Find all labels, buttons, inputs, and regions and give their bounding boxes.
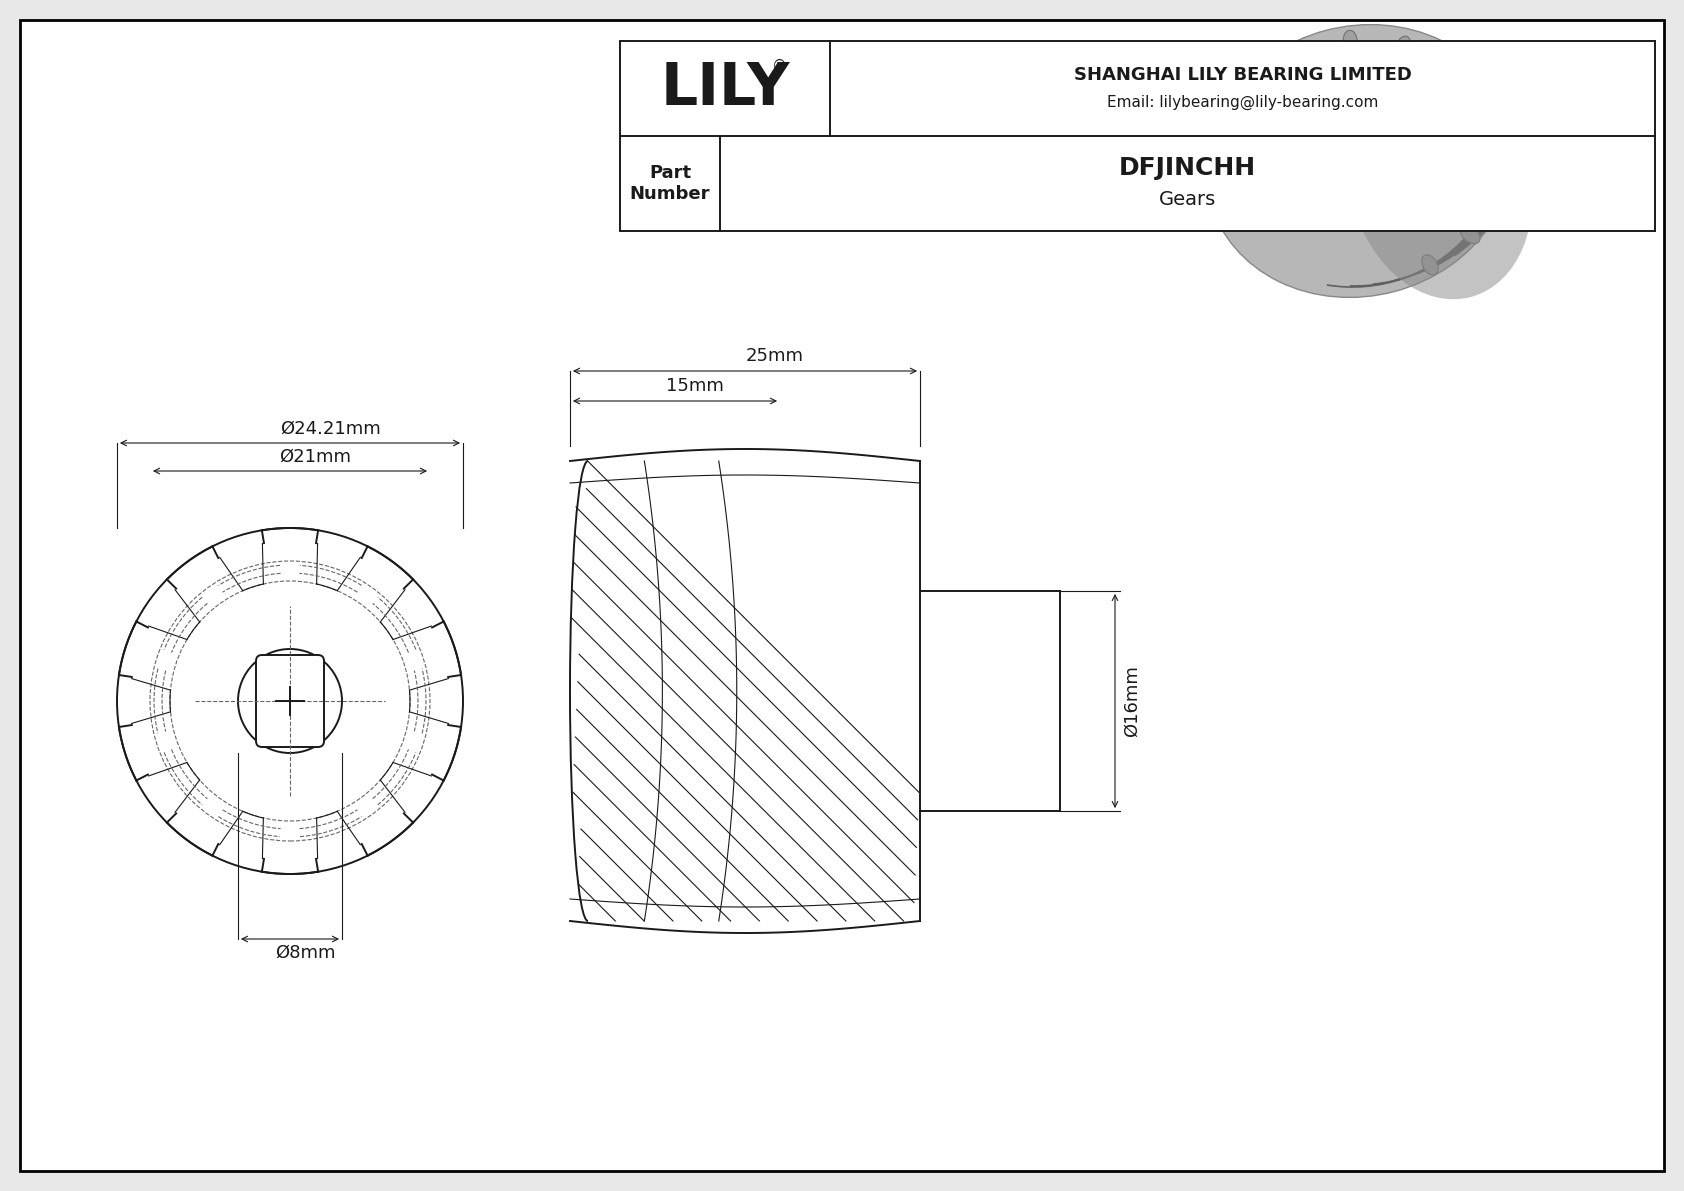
Text: SHANGHAI LILY BEARING LIMITED: SHANGHAI LILY BEARING LIMITED [1074,66,1411,83]
Text: Ø8mm: Ø8mm [274,944,335,962]
Text: Gears: Gears [1159,191,1216,208]
FancyBboxPatch shape [620,40,1655,231]
Ellipse shape [1206,25,1514,298]
Text: Ø21mm: Ø21mm [280,448,350,466]
FancyBboxPatch shape [256,655,323,747]
Ellipse shape [1347,63,1532,299]
Ellipse shape [1474,96,1494,113]
Text: Email: lilybearing@lily-bearing.com: Email: lilybearing@lily-bearing.com [1106,95,1378,110]
Text: 25mm: 25mm [746,347,803,364]
Text: Ø24.21mm: Ø24.21mm [280,420,381,438]
Text: 15mm: 15mm [667,378,724,395]
Text: DFJINCHH: DFJINCHH [1118,156,1256,180]
Ellipse shape [1246,71,1265,89]
Ellipse shape [1396,36,1411,57]
Ellipse shape [1484,187,1505,201]
Text: Part
Number: Part Number [630,164,711,202]
Ellipse shape [1344,30,1357,52]
Ellipse shape [1280,116,1361,186]
Text: LILY: LILY [660,60,790,117]
Text: ®: ® [773,60,788,74]
Ellipse shape [1442,60,1458,79]
Ellipse shape [1290,43,1307,63]
Ellipse shape [1218,112,1239,127]
Ellipse shape [1421,255,1438,275]
Text: Ø16mm: Ø16mm [1123,665,1142,737]
Ellipse shape [1209,158,1231,173]
Ellipse shape [1489,142,1511,156]
FancyBboxPatch shape [20,20,1664,1171]
Ellipse shape [1460,226,1480,244]
